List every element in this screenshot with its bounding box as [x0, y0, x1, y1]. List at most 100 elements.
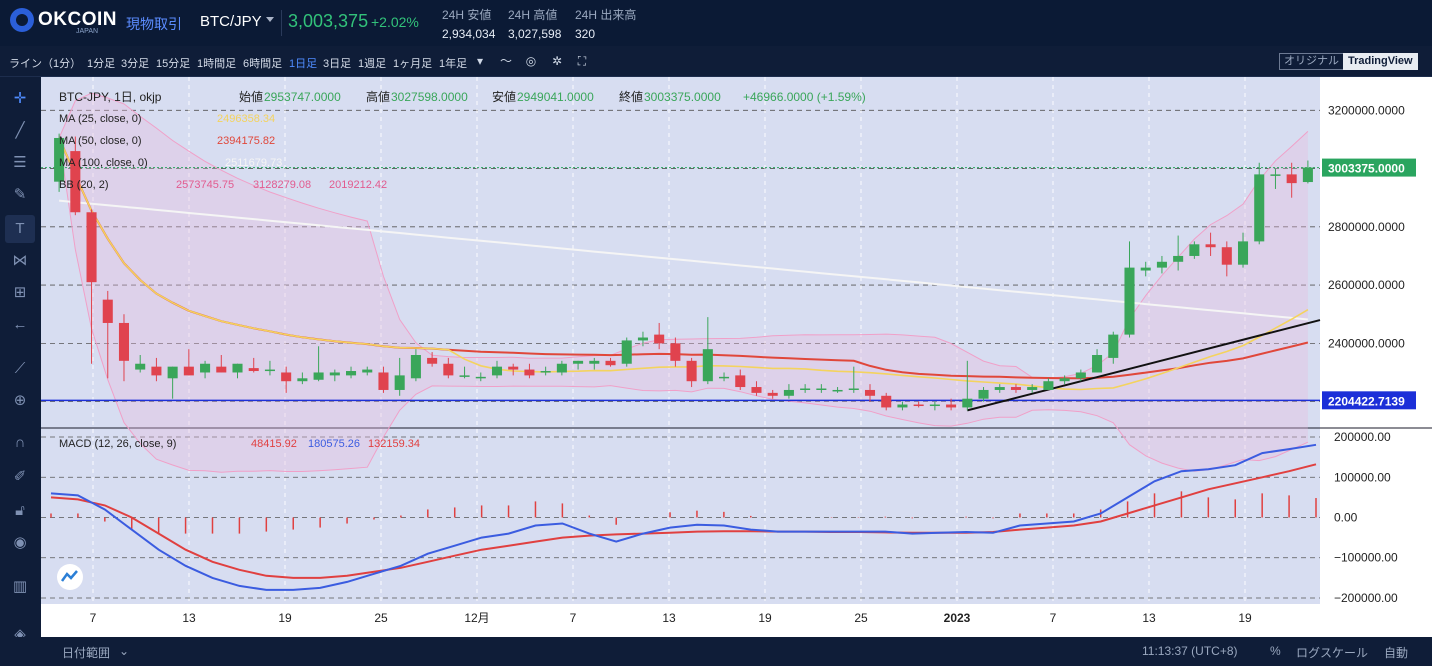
candle-body: [200, 363, 211, 373]
candle-body: [637, 337, 648, 341]
interval-1h[interactable]: 1時間足: [197, 58, 237, 70]
legend-macd-signal: 132159.34: [368, 438, 420, 450]
macd-axis-label: 100000.00: [1334, 470, 1391, 484]
stat-value: 3,027,598: [508, 27, 562, 41]
legend-macd-hist: 48415.92: [251, 438, 297, 450]
legend-bb-label[interactable]: BB (20, 2): [59, 179, 109, 191]
interval-15m[interactable]: 15分足: [156, 58, 191, 70]
candle-body: [556, 363, 567, 373]
time-axis-label: 7: [570, 611, 577, 625]
fib-icon[interactable]: ☰: [13, 154, 27, 171]
brush-icon[interactable]: ✎: [13, 186, 27, 203]
candle-body: [881, 395, 892, 408]
camera-icon[interactable]: ◎: [525, 54, 537, 68]
time-axis-label: 13: [662, 611, 676, 625]
trendline-icon[interactable]: ╱: [15, 122, 25, 139]
eye-icon[interactable]: ◉: [13, 534, 27, 551]
chevron-down-icon[interactable]: [266, 17, 274, 22]
ruler-icon[interactable]: ⟋: [14, 360, 26, 377]
candle-body: [735, 375, 746, 388]
candle-body: [1027, 387, 1038, 390]
legend-ma25-label[interactable]: MA (25, close, 0): [59, 113, 142, 125]
candle-body: [994, 387, 1005, 390]
candle-body: [346, 371, 357, 376]
legend-bb-mid: 2573745.75: [176, 179, 234, 191]
zoom-icon[interactable]: ⊕: [13, 392, 27, 409]
candle-body: [1059, 378, 1070, 382]
time-axis-label: 19: [758, 611, 772, 625]
okcoin-logo[interactable]: OKCOIN JAPAN: [10, 6, 120, 40]
candle-body: [946, 404, 957, 408]
candle-body: [1189, 244, 1200, 256]
lock-icon[interactable]: 🔓︎: [15, 502, 25, 519]
candle-body: [248, 368, 259, 372]
candle-body: [832, 389, 843, 392]
pattern-icon[interactable]: ⋈: [12, 252, 28, 269]
legend-ma25-value: 2496358.34: [217, 113, 275, 125]
interval-line[interactable]: ライン（1分）: [9, 58, 82, 70]
time-axis-label: 7: [90, 611, 97, 625]
tradingview-badge[interactable]: [57, 564, 83, 590]
candle-body: [783, 389, 794, 396]
candle-body: [459, 375, 470, 377]
interval-1d[interactable]: 1日足: [289, 58, 318, 70]
interval-1m[interactable]: 1分足: [87, 58, 116, 70]
measure-icon[interactable]: ⊞: [13, 284, 27, 301]
candle-body: [654, 334, 665, 344]
macd-line: [50, 443, 1317, 591]
candle-body: [1173, 255, 1184, 262]
stat-label: 24H 出来高: [575, 8, 637, 22]
legend-ma100-label[interactable]: MA (100, close, 0): [59, 157, 148, 169]
gear-icon[interactable]: ✲: [551, 54, 563, 68]
candle-body: [1205, 244, 1216, 248]
candle-body: [102, 299, 113, 323]
chevron-down-icon[interactable]: ⌄: [119, 644, 130, 658]
interval-6h[interactable]: 6時間足: [243, 58, 283, 70]
time-axis-label: 7: [1050, 611, 1057, 625]
divider: [281, 10, 282, 36]
legend-ma50-label[interactable]: MA (50, close, 0): [59, 135, 142, 147]
magnet-icon[interactable]: ∩: [14, 434, 26, 451]
legend-close-label: 終値: [619, 89, 643, 104]
log-scale-toggle[interactable]: ログスケール: [1296, 646, 1369, 660]
trash-icon[interactable]: ▥: [12, 578, 28, 595]
candle-body: [670, 343, 681, 361]
time-axis-panel: [41, 604, 1320, 637]
arrow-left-icon[interactable]: ←: [12, 316, 28, 333]
interval-1mo[interactable]: 1ヶ月足: [393, 58, 433, 70]
auto-scale-toggle[interactable]: 自動: [1384, 646, 1409, 660]
indicator-icon[interactable]: 〜: [499, 54, 512, 68]
candle-body: [1156, 261, 1167, 268]
legend-high-label: 高値: [366, 89, 390, 104]
caret-down-icon[interactable]: ▾: [476, 54, 484, 68]
candle-body: [1124, 267, 1135, 335]
time-axis-label: 25: [374, 611, 388, 625]
pair-selector[interactable]: BTC/JPY: [200, 13, 262, 30]
text-icon[interactable]: T: [15, 220, 25, 237]
legend-macd-label[interactable]: MACD (12, 26, close, 9): [59, 438, 176, 450]
price-axis-label: 2400000.0000: [1328, 336, 1405, 350]
crosshair-icon[interactable]: ✛: [13, 90, 27, 107]
top-bar: OKCOIN JAPAN 現物取引 BTC/JPY 3,003,375 +2.0…: [0, 0, 1432, 46]
interval-3m[interactable]: 3分足: [121, 58, 150, 70]
candle-body: [151, 366, 162, 376]
date-range-button[interactable]: 日付範囲: [62, 646, 111, 660]
legend-bb-upper: 3128279.08: [253, 179, 311, 191]
interval-3d[interactable]: 3日足: [323, 58, 352, 70]
percent-toggle[interactable]: %: [1270, 644, 1281, 658]
view-tradingview-button[interactable]: TradingView: [1343, 53, 1418, 70]
layers-icon[interactable]: ◈: [14, 626, 26, 643]
candlestick-chart[interactable]: 3200000.0000 2800000.0000 2600000.0000 2400…: [41, 77, 1432, 637]
bb-lower-line: [58, 137, 1309, 473]
pencil-lock-icon[interactable]: ✐: [13, 468, 27, 485]
view-original-button[interactable]: オリジナル: [1279, 53, 1344, 70]
clock: 11:13:37 (UTC+8): [1142, 644, 1238, 658]
spot-trade-link[interactable]: 現物取引: [126, 16, 182, 32]
fullscreen-icon[interactable]: ⛶: [577, 54, 587, 68]
legend-low-label: 安値: [492, 89, 516, 104]
legend: BTC-JPY, 1日, okjp 始値 2953747.0000 高値 302…: [59, 89, 866, 450]
candle-body: [135, 363, 146, 370]
interval-1w[interactable]: 1週足: [358, 58, 387, 70]
candle-body: [929, 404, 940, 407]
interval-1y[interactable]: 1年足: [439, 58, 468, 70]
